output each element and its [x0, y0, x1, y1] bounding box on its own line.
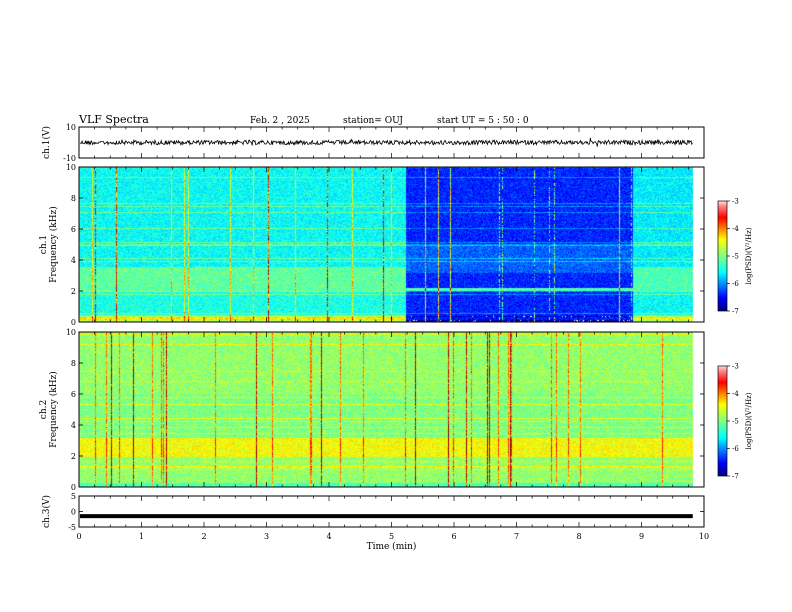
colorbar-tick-label: -6 [732, 280, 739, 288]
y-tick-label: 6 [71, 390, 76, 399]
y-tick-label: 2 [71, 287, 76, 296]
y-tick-label: 6 [71, 225, 76, 234]
panel-frame [78, 495, 705, 528]
x-tick-label: 10 [699, 532, 709, 541]
colorbar-gradient [717, 200, 728, 312]
x-tick-label: 4 [326, 532, 331, 541]
colorbar-tick-label: -6 [732, 445, 739, 453]
x-tick-label: 7 [514, 532, 519, 541]
x-tick-label: 5 [389, 532, 394, 541]
ch1-waveform-panel: 10 -10 ch.1(V) [41, 123, 705, 163]
y-tick-label: 2 [71, 452, 76, 461]
colorbar-label: log(PSD)(V²/Hz) [745, 392, 753, 449]
ch2-spectrogram-image [79, 332, 704, 487]
x-tick-label: 6 [451, 532, 456, 541]
y-axis-label: ch.1 [39, 235, 49, 254]
y-tick-label: 0 [71, 508, 76, 517]
x-tick-label: 1 [139, 532, 144, 541]
station-label: station= OUJ [343, 116, 403, 126]
colorbar-tick-label: -3 [732, 363, 739, 371]
y-axis-label: ch.2 [39, 400, 49, 419]
y-tick-label: 8 [71, 359, 76, 368]
colorbar-tick-label: -4 [732, 225, 739, 233]
ch2-colorbar: -3 -4 -5 -6 -7 log(PSD)(V²/Hz) [717, 363, 753, 481]
ch2-spectrogram-panel: 0 2 4 6 8 10 ch.2 Frequency (kHz) [39, 328, 705, 492]
x-tick-label: 8 [576, 532, 581, 541]
ch3-trace [80, 514, 693, 519]
y-tick-label: -10 [63, 154, 76, 163]
y-axis-label: Frequency (kHz) [48, 371, 59, 448]
y-tick-label: 10 [66, 328, 76, 337]
colorbar-tick-label: -5 [732, 253, 739, 261]
x-tick-label: 0 [76, 532, 81, 541]
y-tick-label: 0 [71, 483, 76, 492]
y-axis-label: Frequency (kHz) [48, 206, 59, 283]
colorbar-tick-label: -5 [732, 418, 739, 426]
ch1-spectrogram-panel: 0 2 4 6 8 10 ch.1 Frequency (kHz) [39, 163, 705, 327]
colorbar-tick-label: -3 [732, 198, 739, 206]
colorbar-gradient [717, 365, 728, 477]
y-tick-label: -5 [68, 523, 76, 532]
x-tick-label: 2 [201, 532, 206, 541]
y-tick-label: 0 [71, 318, 76, 327]
ch3-waveform-panel: 5 0 -5 ch.3(V) [41, 492, 705, 532]
y-tick-label: 10 [66, 163, 76, 172]
time-axis: 0 1 2 3 4 5 6 7 8 9 10 Time (min) [76, 532, 709, 552]
x-tick-label: 3 [264, 532, 269, 541]
start-time-label: start UT = 5 : 50 : 0 [437, 116, 529, 126]
date-label: Feb. 2 , 2025 [250, 116, 310, 126]
panel-frame [78, 126, 705, 159]
ch1-spectrogram-image [79, 167, 704, 322]
panel-frame [78, 331, 705, 488]
ch1-trace [79, 137, 693, 147]
colorbar-tick-label: -4 [732, 390, 739, 398]
y-tick-label: 5 [71, 492, 76, 501]
y-tick-label: 4 [71, 256, 76, 265]
x-tick-label: 9 [639, 532, 644, 541]
ch1-colorbar: -3 -4 -5 -6 -7 log(PSD)(V²/Hz) [717, 198, 753, 316]
colorbar-tick-label: -7 [732, 308, 739, 316]
x-axis-label: Time (min) [367, 541, 417, 552]
y-axis-label: ch.3(V) [41, 495, 52, 528]
y-tick-label: 8 [71, 194, 76, 203]
y-tick-label: 4 [71, 421, 76, 430]
y-axis-label: ch.1(V) [41, 126, 52, 159]
colorbar-tick-label: -7 [732, 473, 739, 481]
panel-frame [78, 166, 705, 323]
colorbar-label: log(PSD)(V²/Hz) [745, 227, 753, 284]
figure-title: VLF Spectra [78, 113, 149, 126]
y-tick-label: 10 [66, 123, 76, 132]
